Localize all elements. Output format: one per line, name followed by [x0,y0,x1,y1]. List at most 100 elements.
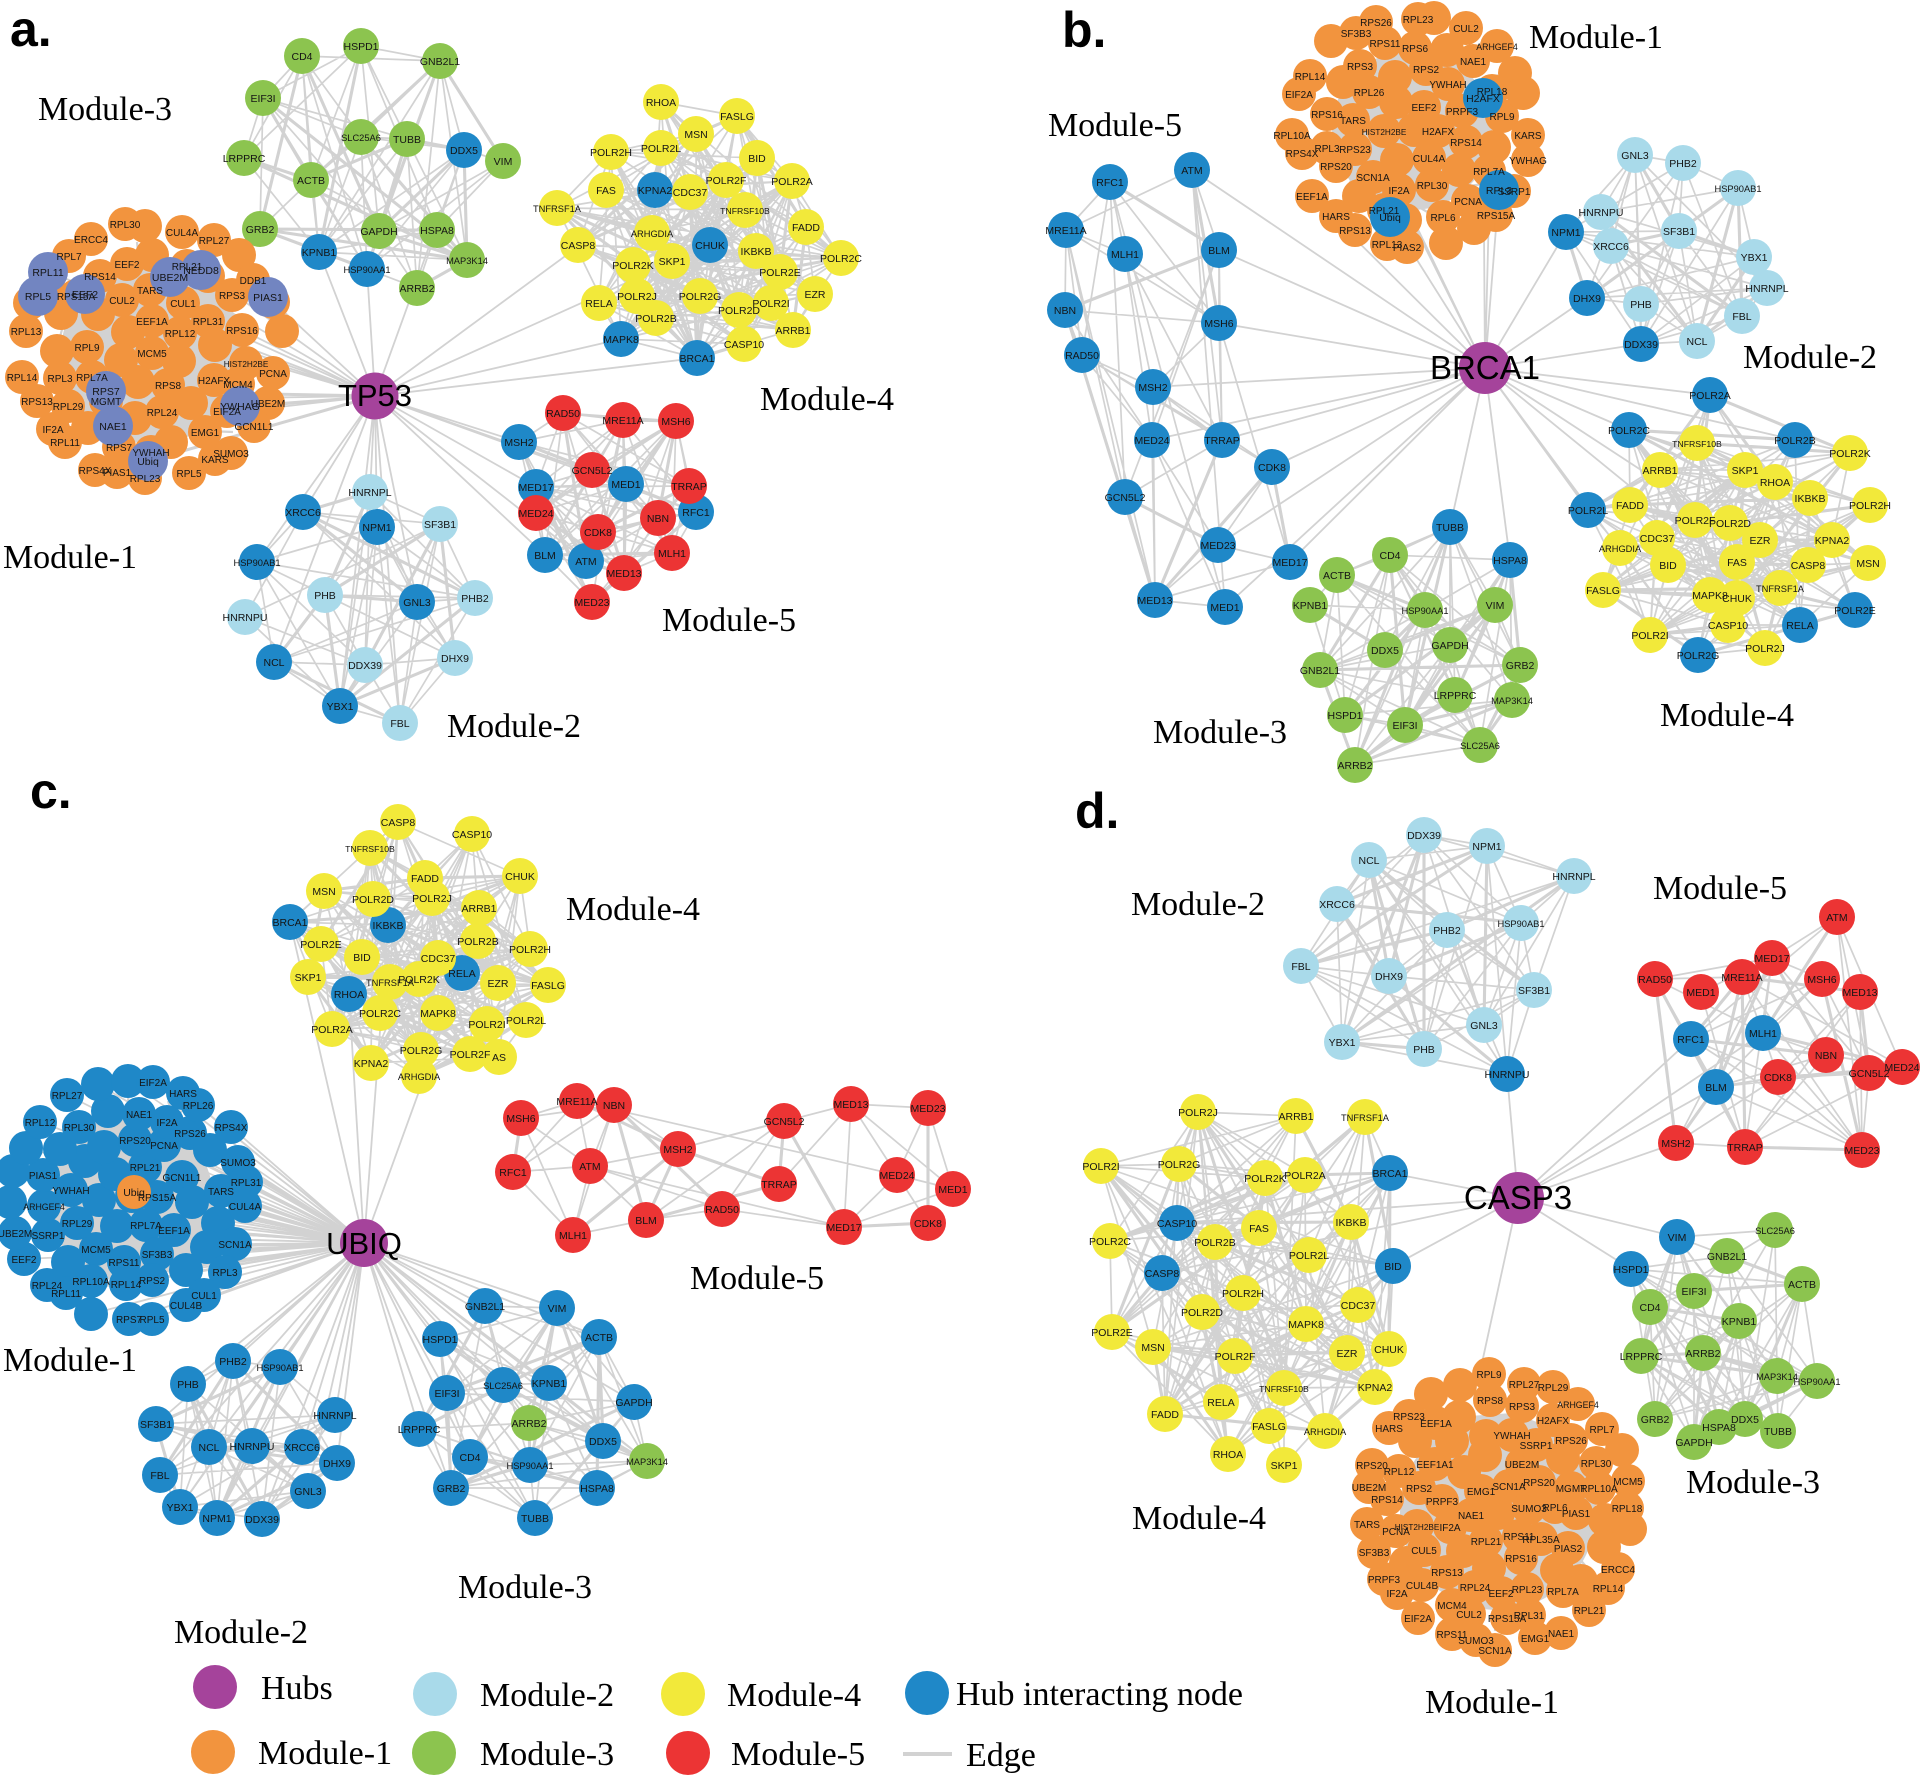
svg-text:HSPD1: HSPD1 [422,1334,457,1346]
svg-text:POLR2G: POLR2G [1158,1159,1201,1171]
svg-text:RPS16: RPS16 [226,326,258,337]
svg-text:MED23: MED23 [574,597,609,609]
svg-text:RPL23: RPL23 [1403,15,1434,26]
svg-text:Module-5: Module-5 [1048,107,1182,144]
svg-text:RPL21: RPL21 [1369,206,1400,217]
svg-text:KPNB1: KPNB1 [532,1378,567,1390]
svg-text:POLR2K: POLR2K [612,260,653,272]
svg-text:RPS8: RPS8 [1477,1396,1504,1407]
svg-text:RPS20: RPS20 [1320,162,1352,173]
svg-text:SLC25A6: SLC25A6 [1755,1226,1795,1236]
svg-text:POLR2K: POLR2K [1829,448,1870,460]
svg-text:RAD50: RAD50 [705,1204,739,1216]
svg-text:NBN: NBN [1815,1050,1837,1062]
svg-text:Module-1: Module-1 [3,1342,137,1379]
svg-text:DDX39: DDX39 [245,1514,279,1526]
svg-text:RPS20: RPS20 [1356,1461,1388,1472]
svg-text:GNL3: GNL3 [1621,150,1649,162]
svg-text:RPS26: RPS26 [1555,1436,1587,1447]
svg-text:RPL11: RPL11 [51,1289,81,1300]
svg-text:PIAS1: PIAS1 [1562,1509,1591,1520]
svg-text:POLR2F: POLR2F [450,1049,491,1061]
svg-text:HIST2H2BE: HIST2H2BE [224,360,269,369]
svg-text:SCN1A: SCN1A [218,1240,252,1251]
svg-text:NPM1: NPM1 [1472,841,1501,853]
svg-text:RPL24: RPL24 [32,1281,63,1292]
svg-text:HNRNPU: HNRNPU [230,1441,275,1453]
svg-text:RPS13: RPS13 [21,397,53,408]
svg-text:POLR2A: POLR2A [771,176,812,188]
svg-text:VIM: VIM [494,156,513,168]
svg-text:TUBB: TUBB [1436,522,1464,534]
svg-text:CUL2: CUL2 [1453,24,1479,35]
svg-text:MED17: MED17 [1754,953,1789,965]
svg-text:RPL14: RPL14 [1593,1584,1624,1595]
svg-text:ARRB1: ARRB1 [775,325,810,337]
svg-text:RELA: RELA [585,298,612,310]
svg-text:RPL14: RPL14 [1295,72,1326,83]
svg-text:HSPA8: HSPA8 [420,225,454,237]
svg-text:GNB2L1: GNB2L1 [1707,1251,1747,1263]
svg-text:PHB: PHB [1413,1044,1435,1056]
svg-text:POLR2L: POLR2L [1289,1250,1329,1262]
svg-text:EIF3I: EIF3I [250,93,275,105]
svg-text:IKBKB: IKBKB [741,246,772,258]
svg-text:MSN: MSN [1141,1342,1164,1354]
svg-text:RPL6: RPL6 [1542,1503,1567,1514]
svg-text:RFC1: RFC1 [499,1167,527,1179]
svg-text:GCN5L2: GCN5L2 [1849,1068,1890,1080]
svg-text:ERCC4: ERCC4 [74,235,108,246]
svg-text:RPL18: RPL18 [1612,1504,1643,1515]
svg-text:POLR2B: POLR2B [1774,435,1815,447]
svg-text:TP53: TP53 [338,378,412,413]
svg-text:RPL27: RPL27 [199,236,230,247]
svg-text:FAS: FAS [1249,1223,1269,1235]
svg-text:SKP1: SKP1 [295,972,322,984]
svg-text:MED13: MED13 [833,1099,868,1111]
svg-text:DHX9: DHX9 [1573,293,1601,305]
svg-text:RHOA: RHOA [1760,477,1790,489]
svg-text:MSH6: MSH6 [1807,974,1836,986]
svg-text:ARHGEF4: ARHGEF4 [1557,1400,1599,1410]
svg-text:MED24: MED24 [879,1170,914,1182]
svg-text:TNFRSF1A: TNFRSF1A [366,978,415,988]
svg-text:HSP90AB1: HSP90AB1 [233,558,280,568]
svg-text:RPL35A: RPL35A [1522,1535,1560,1546]
svg-text:ARHGDIA: ARHGDIA [631,229,674,239]
svg-text:SF3B1: SF3B1 [1518,985,1550,997]
svg-text:EMG1: EMG1 [1467,1487,1496,1498]
svg-text:NCL: NCL [198,1442,219,1454]
svg-text:POLR2J: POLR2J [1178,1107,1218,1119]
svg-text:Module-2: Module-2 [1131,886,1265,923]
svg-text:DHX9: DHX9 [441,653,469,665]
svg-text:KPNB1: KPNB1 [1722,1316,1757,1328]
svg-text:EIF3I: EIF3I [1392,720,1417,732]
svg-text:RPL26: RPL26 [183,1101,214,1112]
svg-text:LRPPRC: LRPPRC [398,1424,441,1436]
svg-text:GRB2: GRB2 [1506,660,1535,672]
svg-text:POLR2I: POLR2I [468,1019,505,1031]
svg-text:b.: b. [1062,2,1106,58]
svg-text:SKP1: SKP1 [1732,465,1759,477]
svg-text:KPNA2: KPNA2 [1358,1382,1393,1394]
svg-text:RPL7A: RPL7A [76,373,108,384]
svg-text:IF2A: IF2A [1386,1589,1407,1600]
svg-text:RPS15A: RPS15A [57,292,96,303]
svg-text:GRB2: GRB2 [1641,1414,1670,1426]
svg-text:POLR2C: POLR2C [359,1008,401,1020]
svg-text:RPL24: RPL24 [147,408,178,419]
svg-text:POLR2A: POLR2A [1689,390,1730,402]
svg-text:RPL31: RPL31 [231,1178,262,1189]
svg-text:MSH6: MSH6 [1204,318,1233,330]
svg-text:RPL6: RPL6 [1430,213,1455,224]
svg-text:TRRAP: TRRAP [1727,1142,1763,1154]
svg-text:MSH6: MSH6 [506,1113,535,1125]
svg-text:DDX39: DDX39 [348,660,382,672]
svg-text:POLR2G: POLR2G [400,1045,443,1057]
svg-text:H2AFX: H2AFX [1537,1416,1570,1427]
svg-text:RPS26: RPS26 [1360,18,1392,29]
svg-text:RPL7A: RPL7A [1473,167,1505,178]
svg-text:LRPPRC: LRPPRC [1434,690,1477,702]
svg-text:POLR2I: POLR2I [752,298,789,310]
svg-text:PHB: PHB [314,590,336,602]
